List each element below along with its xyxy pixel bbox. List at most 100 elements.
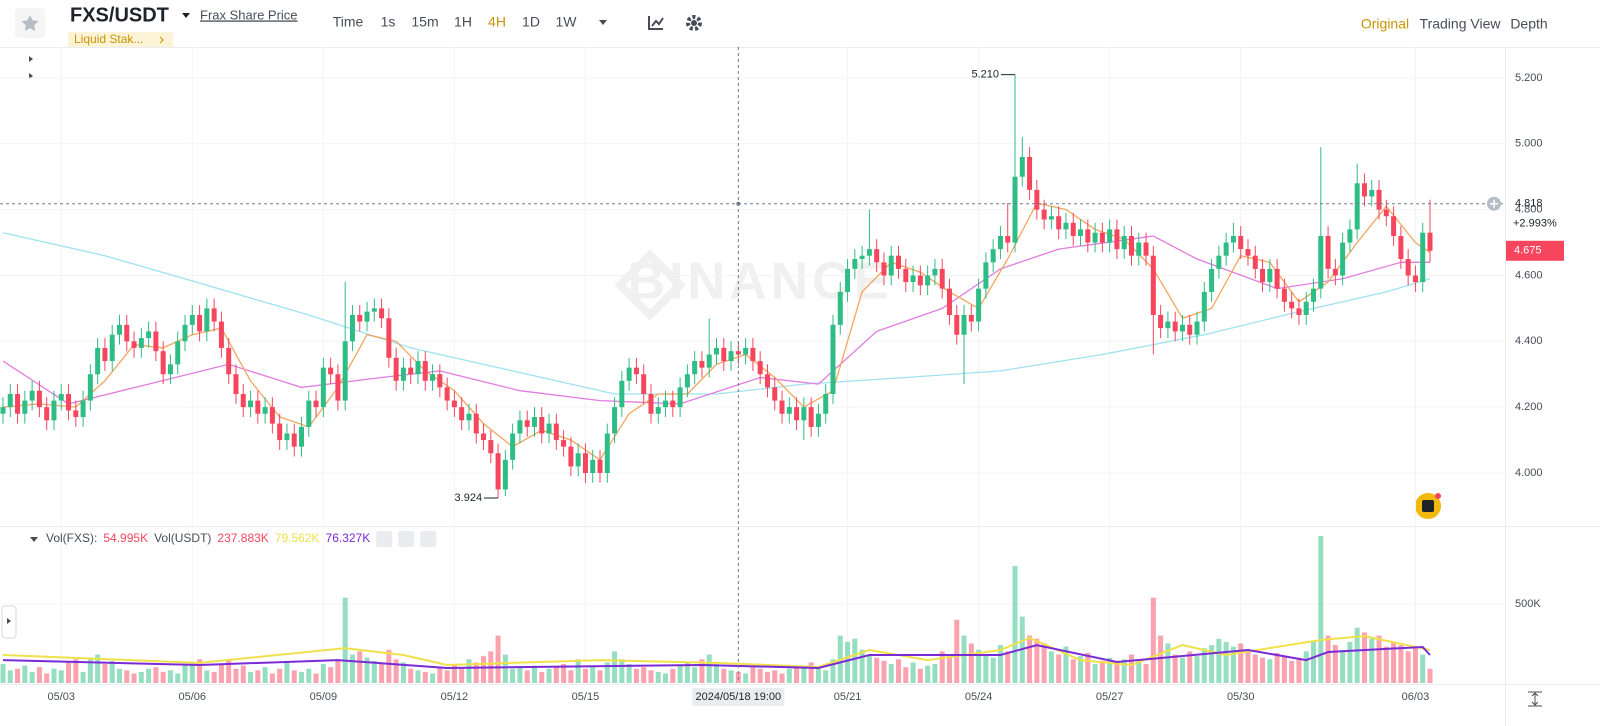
legend-close-button[interactable] — [420, 531, 437, 547]
volume-bar — [619, 659, 625, 683]
candle-body — [961, 314, 967, 335]
x-tick-label: 05/27 — [1096, 691, 1124, 703]
interval-option[interactable]: 1s — [381, 14, 396, 30]
candle-body — [1311, 288, 1317, 302]
candle-body — [830, 324, 836, 394]
candle-body — [73, 410, 79, 418]
interval-option[interactable]: Time — [333, 14, 364, 30]
volume-bar — [131, 673, 137, 683]
volume-bar — [15, 668, 21, 683]
volume-bar — [743, 673, 749, 683]
notification-dot — [1435, 493, 1441, 499]
candle-body — [0, 407, 6, 414]
volume-bar — [968, 643, 974, 683]
volume-bar — [961, 635, 967, 683]
view-option[interactable]: Depth — [1510, 16, 1547, 32]
interval-option[interactable]: 1W — [556, 14, 578, 30]
volume-bar — [73, 659, 79, 683]
volume-bar — [590, 665, 596, 683]
panel-toggles[interactable] — [29, 56, 33, 79]
volume-bar — [1172, 654, 1178, 683]
candle-body — [379, 308, 385, 319]
volume-bar — [313, 673, 319, 683]
volume-bar — [896, 659, 902, 683]
legend-cog-button[interactable] — [398, 531, 415, 547]
candle-body — [51, 400, 57, 421]
volume-bar — [1078, 656, 1084, 683]
candle-body — [473, 413, 479, 434]
volume-bar — [517, 667, 523, 683]
candle-body — [1361, 183, 1367, 197]
candle-body — [823, 393, 829, 414]
indicator-icon[interactable] — [648, 16, 664, 30]
volume-bar — [1099, 660, 1105, 683]
volume-bar — [218, 664, 224, 683]
interval-option[interactable]: 4H — [488, 14, 506, 30]
volume-bar — [670, 668, 676, 683]
symbol-dropdown[interactable] — [182, 13, 190, 18]
volume-bar — [1325, 635, 1331, 683]
view-option[interactable]: Original — [1361, 16, 1409, 32]
volume-toggle[interactable] — [30, 537, 38, 542]
volume-legend-item: 76.327K — [326, 531, 371, 545]
volume-bar — [954, 619, 960, 683]
legend-eye-button[interactable] — [376, 531, 393, 547]
candle-body — [400, 367, 406, 381]
candle-body — [801, 407, 807, 421]
candle-body — [95, 347, 101, 375]
volume-bar — [393, 659, 399, 683]
x-tick-label: 05/30 — [1227, 691, 1255, 703]
candle-body — [757, 361, 763, 375]
candle-body — [1121, 235, 1127, 250]
candle-body — [779, 400, 785, 414]
volume-bar — [481, 656, 487, 683]
candle-body — [481, 433, 487, 441]
candle-body — [277, 423, 283, 441]
tag-badge[interactable] — [68, 32, 173, 47]
interval-option[interactable]: 1H — [454, 14, 472, 30]
ma-line — [2, 232, 1431, 395]
interval-more[interactable] — [599, 20, 607, 25]
settings-icon[interactable] — [686, 15, 702, 31]
volume-bar — [859, 649, 865, 683]
candle-body — [320, 367, 326, 408]
candle-body — [437, 374, 443, 388]
volume-bar — [881, 660, 887, 683]
candle-body — [102, 347, 108, 362]
candle-body — [706, 354, 712, 368]
view-option[interactable]: Trading View — [1420, 16, 1502, 32]
volume-bar — [1274, 652, 1280, 683]
candle-body — [896, 255, 902, 269]
watermark-logo — [614, 249, 686, 321]
candle-body — [1230, 235, 1236, 243]
x-tick-label: 05/21 — [834, 691, 862, 703]
subtitle-link[interactable]: Frax Share Price — [200, 7, 298, 22]
candle-body — [1034, 189, 1040, 210]
candle-body — [1070, 222, 1076, 236]
last-price-label: 4.675 — [1514, 245, 1542, 257]
candle-body — [568, 446, 574, 467]
candle-body — [189, 314, 195, 325]
y-tick-label: 4.600 — [1515, 269, 1543, 281]
volume-bar — [1318, 536, 1324, 683]
candle-body — [859, 255, 865, 260]
candle-body — [874, 249, 880, 263]
interval-option[interactable]: 1D — [522, 14, 540, 30]
symbol[interactable]: FXS/USDT — [70, 4, 169, 26]
interval-option[interactable]: 15m — [411, 14, 438, 30]
volume-bar — [582, 668, 588, 683]
volume-bar — [866, 654, 872, 683]
volume-bar — [495, 635, 501, 683]
scale-icon[interactable] — [1528, 691, 1542, 707]
candle-body — [1412, 275, 1418, 283]
crosshair-price: 4.818 — [1515, 198, 1543, 210]
volume-bar — [946, 654, 952, 683]
volume-bar — [925, 665, 931, 683]
tag-text: Liquid Stak... — [74, 32, 143, 46]
volume-bar — [932, 664, 938, 683]
volume-bar — [1201, 648, 1207, 683]
volume-bar — [44, 673, 50, 683]
volume-bar — [764, 671, 770, 683]
volume-legend-item: 79.562K — [275, 531, 320, 545]
floating-icon — [1422, 500, 1434, 512]
